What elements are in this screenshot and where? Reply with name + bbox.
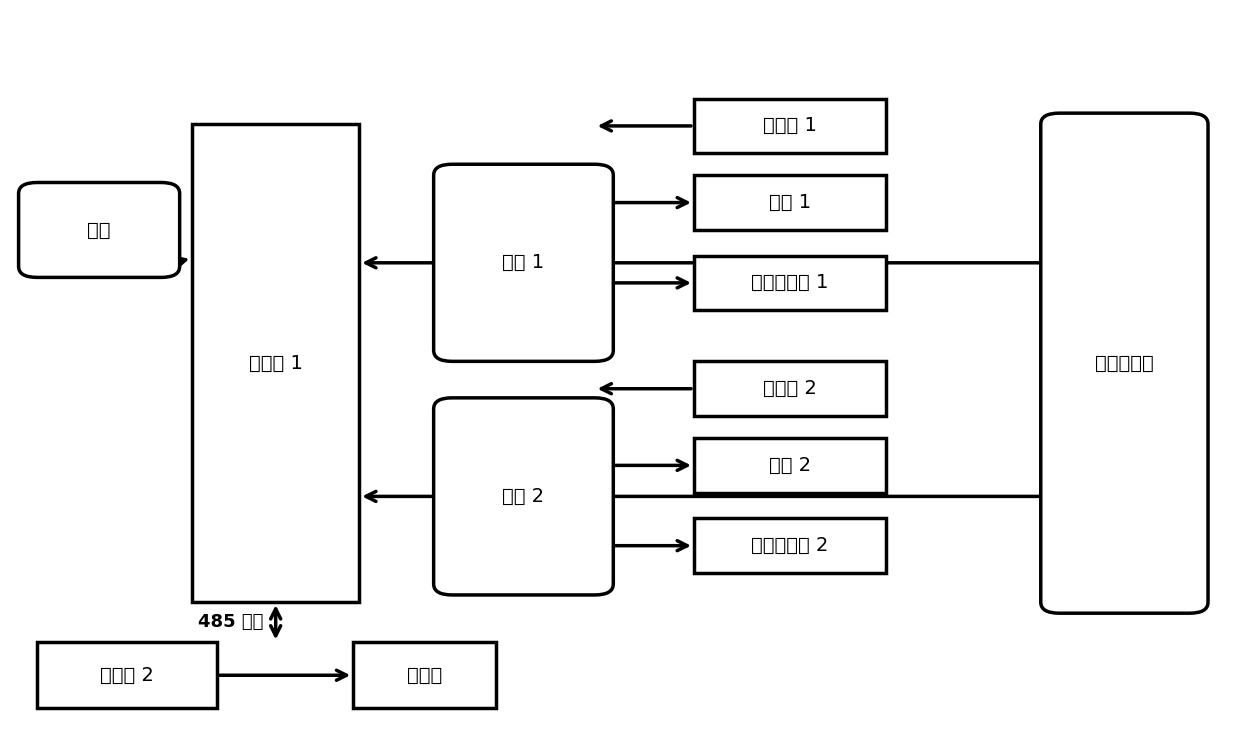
- Text: 报警灯: 报警灯: [406, 666, 442, 685]
- Text: 串口: 串口: [88, 220, 110, 239]
- FancyBboxPatch shape: [353, 642, 496, 708]
- FancyBboxPatch shape: [19, 182, 180, 277]
- Text: 传感器 2: 传感器 2: [763, 379, 817, 399]
- FancyBboxPatch shape: [1041, 113, 1208, 613]
- FancyBboxPatch shape: [694, 99, 886, 153]
- Text: 相机 1: 相机 1: [769, 193, 810, 212]
- Text: 相机 2: 相机 2: [769, 456, 810, 475]
- Text: 传感器 1: 传感器 1: [763, 116, 817, 136]
- Text: 工位 1: 工位 1: [503, 253, 544, 272]
- Text: 继电器停机 1: 继电器停机 1: [751, 273, 829, 293]
- Text: 485 通讯: 485 通讯: [198, 613, 263, 631]
- Text: 光源控制器: 光源控制器: [1095, 353, 1154, 373]
- FancyBboxPatch shape: [434, 398, 613, 595]
- FancyBboxPatch shape: [37, 642, 217, 708]
- FancyBboxPatch shape: [192, 124, 359, 602]
- Text: 主控板 2: 主控板 2: [100, 666, 154, 685]
- FancyBboxPatch shape: [694, 438, 886, 493]
- Text: 工位 2: 工位 2: [503, 487, 544, 506]
- Text: 继电器停机 2: 继电器停机 2: [751, 536, 829, 556]
- FancyBboxPatch shape: [434, 164, 613, 361]
- FancyBboxPatch shape: [694, 361, 886, 416]
- FancyBboxPatch shape: [694, 255, 886, 310]
- FancyBboxPatch shape: [694, 518, 886, 573]
- FancyBboxPatch shape: [694, 175, 886, 230]
- Text: 主控板 1: 主控板 1: [249, 353, 302, 373]
